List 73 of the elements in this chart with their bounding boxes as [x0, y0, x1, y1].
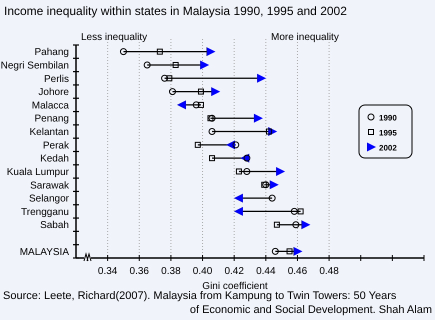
point	[209, 155, 216, 162]
point	[293, 246, 302, 256]
point	[144, 61, 151, 68]
y-tick-label: Negri Sembilan	[0, 60, 69, 72]
y-tick-label: MALAYSIA	[20, 246, 70, 258]
point	[161, 74, 168, 82]
point	[268, 194, 276, 202]
point	[198, 102, 204, 108]
x-tick-label: 0.36	[130, 266, 150, 277]
point	[261, 182, 268, 188]
point	[243, 168, 250, 175]
source-note: Source: Leete, Richard(2007). Malaysia from Kampung to Twin Towers: 50 Years	[3, 290, 397, 302]
point	[270, 180, 279, 190]
point	[286, 248, 293, 254]
point	[208, 114, 216, 122]
x-tick-label: 0.46	[288, 266, 308, 277]
annotation: Less inequality	[81, 32, 148, 43]
y-tick-label: Kuala Lumpur	[6, 166, 70, 178]
point	[176, 100, 186, 110]
point	[301, 220, 310, 230]
y-tick-label: Sabah	[40, 220, 69, 232]
point	[266, 128, 272, 135]
point	[234, 206, 243, 216]
point	[236, 168, 242, 174]
point	[192, 101, 200, 108]
point	[257, 74, 266, 83]
point	[207, 115, 214, 122]
y-tick-label: Kelantan	[30, 127, 69, 138]
x-tick-label: 0.38	[161, 266, 182, 277]
point	[211, 87, 220, 96]
x-axis-title: Gini coefficient	[202, 281, 268, 292]
point	[292, 221, 300, 228]
point	[200, 60, 210, 70]
chart-title: Income inequality within states in Malaysia 1990, 1995 and 2002	[4, 4, 348, 18]
legend-label: 1995	[379, 128, 398, 138]
annotation: More inequality	[271, 32, 339, 43]
y-tick-label: Trengganu	[21, 206, 69, 218]
point	[168, 88, 176, 96]
y-tick-label: Sarawak	[30, 180, 70, 192]
y-tick-label: Malacca	[32, 100, 70, 112]
y-tick-label: Johore	[38, 87, 70, 98]
y-tick-label: Selangor	[28, 194, 70, 205]
point	[234, 194, 243, 203]
x-tick-label: 0.34	[98, 266, 118, 277]
x-tick-label: 0.42	[224, 266, 244, 277]
point	[243, 154, 250, 162]
point	[206, 47, 216, 56]
point	[254, 114, 263, 123]
legend-label: 1990	[379, 114, 398, 122]
x-tick-label: 0.40	[192, 266, 213, 277]
y-tick-label: Kedah	[40, 154, 69, 165]
point	[208, 128, 216, 136]
point	[198, 88, 204, 95]
y-tick-label: Penang	[34, 114, 69, 125]
y-tick-label: Pahang	[34, 47, 69, 58]
point	[156, 48, 163, 55]
point	[166, 75, 172, 82]
point	[120, 48, 127, 56]
point	[194, 142, 201, 148]
y-tick-label: Perlis	[44, 74, 69, 85]
point	[290, 208, 298, 215]
point	[276, 166, 286, 176]
point	[274, 222, 280, 228]
x-tick-label: 0.44	[256, 266, 276, 277]
y-tick-label: Perak	[42, 140, 70, 152]
point	[262, 181, 270, 188]
point	[298, 208, 304, 214]
text: of Economic and Social Development. Shah Alam	[190, 304, 432, 316]
legend-label: 2002	[379, 144, 398, 152]
point	[272, 248, 279, 255]
point	[232, 141, 240, 148]
point	[172, 62, 179, 68]
x-tick-label: 0.48	[319, 266, 340, 277]
